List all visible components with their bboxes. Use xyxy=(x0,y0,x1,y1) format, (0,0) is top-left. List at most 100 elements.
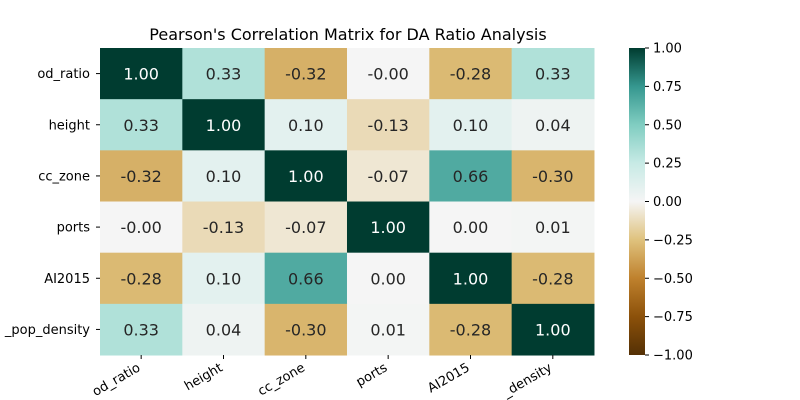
heatmap-cell xyxy=(264,201,348,254)
colorbar-tick-label: 0.75 xyxy=(653,80,682,95)
heatmap-cell xyxy=(511,150,595,203)
heatmap-cell xyxy=(429,150,513,203)
cell-value-label: 0.33 xyxy=(206,65,242,84)
heatmap-cell xyxy=(346,150,430,203)
heatmap-cell xyxy=(511,201,595,254)
heatmap-cell xyxy=(100,303,183,356)
heatmap-cell xyxy=(511,99,595,151)
heatmap-cell xyxy=(429,252,513,305)
cell-value-label: 0.33 xyxy=(535,65,571,84)
cell-value-label: 0.00 xyxy=(370,269,406,288)
row-tick-label: ports xyxy=(57,221,91,236)
cell-value-label: 0.10 xyxy=(206,269,242,288)
heatmap-cell xyxy=(429,99,513,151)
col-tick-label: ports xyxy=(354,360,391,390)
row-tick-label: AI2015 xyxy=(44,272,90,287)
colorbar-tick-label: 0.50 xyxy=(653,118,682,133)
colorbar-tick-label: −0.25 xyxy=(653,233,693,248)
cell-value-label: -0.32 xyxy=(285,65,326,84)
colorbar-tick-label: 0.00 xyxy=(653,195,682,210)
heatmap-cells: 1.00 0.33 -0.32 -0.00 -0.28 0.33 0.33 1.00 0.10 -… xyxy=(100,48,595,356)
chart-title: Pearson's Correlation Matrix for DA Rati… xyxy=(149,25,546,44)
row-tick-label: height xyxy=(49,118,90,133)
heatmap-cell xyxy=(511,48,595,100)
heatmap-cell xyxy=(346,48,430,100)
heatmap-cell xyxy=(264,303,348,356)
heatmap-cell xyxy=(346,201,430,254)
heatmap-cell xyxy=(100,48,183,100)
cell-value-label: 0.66 xyxy=(288,269,324,288)
col-tick-label: _density xyxy=(500,360,556,400)
cell-value-label: 0.66 xyxy=(453,167,489,186)
cell-value-label: -0.30 xyxy=(285,320,326,339)
cell-value-label: 1.00 xyxy=(288,167,324,186)
col-tick-label: od_ratio xyxy=(90,360,143,399)
heatmap-cell xyxy=(182,99,266,151)
heatmap-cell xyxy=(182,150,266,203)
heatmap-cell xyxy=(100,150,183,203)
heatmap-cell xyxy=(511,303,595,356)
heatmap-cell xyxy=(100,201,183,254)
colorbar-tick-label: −1.00 xyxy=(653,349,693,364)
cell-value-label: -0.07 xyxy=(285,218,326,237)
cell-value-label: 1.00 xyxy=(206,116,242,135)
cell-value-label: 0.10 xyxy=(206,167,242,186)
col-tick-label: AI2015 xyxy=(425,360,472,396)
cell-value-label: 0.01 xyxy=(535,218,571,237)
heatmap-cell xyxy=(182,201,266,254)
heatmap-cell xyxy=(346,303,430,356)
cell-value-label: 1.00 xyxy=(123,65,159,84)
heatmap-cell xyxy=(182,252,266,305)
cell-value-label: 0.33 xyxy=(123,116,159,135)
cell-value-label: -0.13 xyxy=(367,116,408,135)
row-tick-label: od_ratio xyxy=(37,67,90,82)
cell-value-label: -0.00 xyxy=(367,65,408,84)
cell-value-label: 0.04 xyxy=(535,116,571,135)
heatmap-cell xyxy=(429,303,513,356)
heatmap-cell xyxy=(264,252,348,305)
cell-value-label: -0.28 xyxy=(120,269,161,288)
heatmap-cell xyxy=(182,303,266,356)
heatmap-cell xyxy=(100,99,183,151)
cell-value-label: 0.33 xyxy=(123,320,159,339)
heatmap-cell xyxy=(264,150,348,203)
cell-value-label: 0.04 xyxy=(206,320,242,339)
cell-value-label: -0.07 xyxy=(367,167,408,186)
heatmap-cell xyxy=(264,48,348,100)
cell-value-label: -0.28 xyxy=(450,320,491,339)
cell-value-label: 0.01 xyxy=(370,320,406,339)
heatmap-cell xyxy=(100,252,183,305)
cell-value-label: -0.00 xyxy=(120,218,161,237)
cell-value-label: -0.30 xyxy=(532,167,573,186)
row-tick-label: cc_zone xyxy=(38,169,90,184)
heatmap-cell xyxy=(511,252,595,305)
cell-value-label: -0.28 xyxy=(450,65,491,84)
cell-value-label: 0.10 xyxy=(288,116,324,135)
cell-value-label: 1.00 xyxy=(453,269,489,288)
heatmap-cell xyxy=(346,99,430,151)
col-tick-label: cc_zone xyxy=(255,360,307,399)
colorbar-tick-label: −0.50 xyxy=(653,272,693,287)
colorbar-tick-label: 0.25 xyxy=(653,157,682,172)
cell-value-label: -0.32 xyxy=(120,167,161,186)
cell-value-label: 1.00 xyxy=(370,218,406,237)
cell-value-label: 0.00 xyxy=(453,218,489,237)
col-tick-label: height xyxy=(182,360,225,394)
heatmap-cell xyxy=(182,48,266,100)
cell-value-label: -0.13 xyxy=(203,218,244,237)
colorbar-gradient xyxy=(629,48,645,355)
heatmap-cell xyxy=(429,201,513,254)
cell-value-label: 0.10 xyxy=(453,116,489,135)
colorbar: 1.00 0.75 0.50 0.25 0.00 −0.25 −0.50 −0.75 −1.00 xyxy=(629,42,693,364)
heatmap-cell xyxy=(264,99,348,151)
cell-value-label: -0.28 xyxy=(532,269,573,288)
colorbar-tick-label: −0.75 xyxy=(653,310,693,325)
heatmap-cell xyxy=(429,48,513,100)
column-axis: od_ratio height cc_zone ports AI2015 _density xyxy=(90,355,555,400)
cell-value-label: 1.00 xyxy=(535,320,571,339)
row-tick-label: _pop_density xyxy=(4,323,90,338)
colorbar-tick-label: 1.00 xyxy=(653,42,682,57)
heatmap-cell xyxy=(346,252,430,305)
